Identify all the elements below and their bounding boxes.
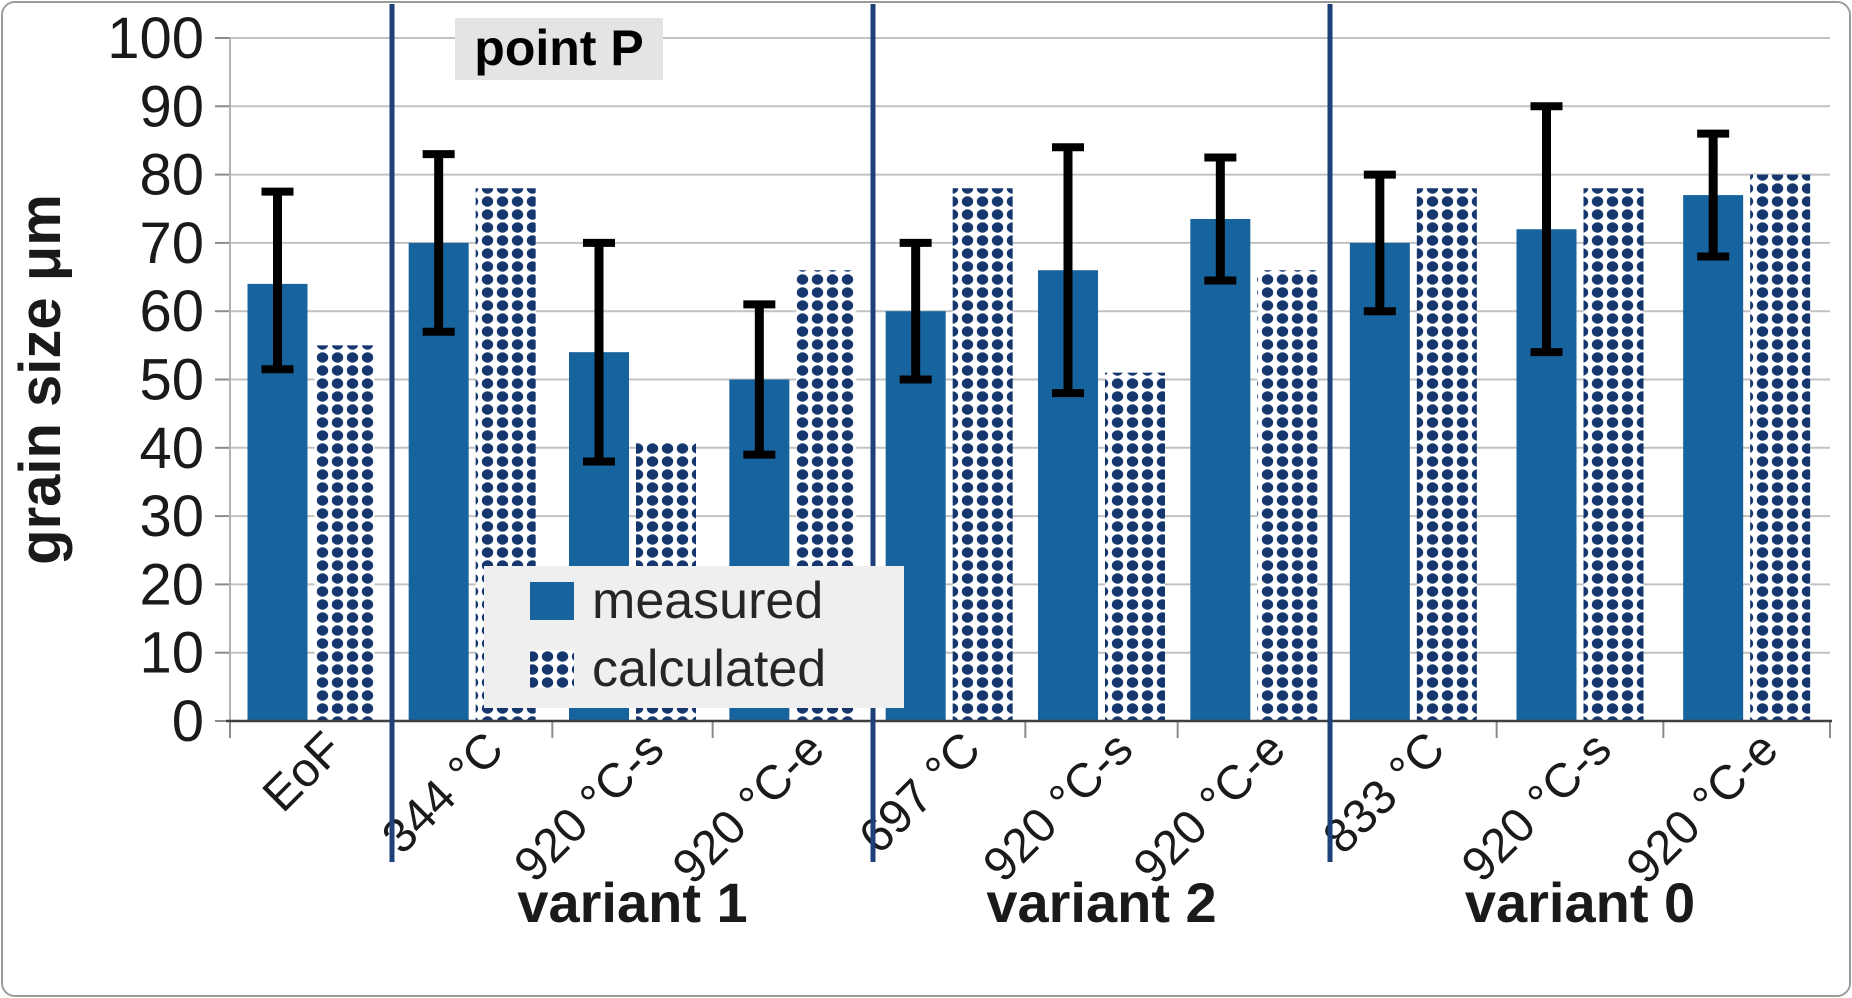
legend-label-calculated: calculated — [592, 640, 826, 698]
annotation-label: point P — [474, 20, 643, 76]
legend-label-measured: measured — [592, 572, 823, 630]
group-label-variant-2: variant 2 — [986, 871, 1216, 934]
bar-calculated-920-c-e — [1750, 174, 1811, 722]
y-tick-label: 70 — [139, 211, 204, 276]
group-label-variant-0: variant 0 — [1465, 871, 1695, 934]
bar-measured-920-c-e — [1190, 218, 1251, 721]
bar-calculated-920-c-s — [1583, 188, 1644, 721]
y-tick-label: 100 — [107, 6, 204, 71]
y-tick-label: 30 — [139, 484, 204, 549]
bar-calculated-920-c-s — [1105, 372, 1165, 721]
legend: measured calculated — [484, 566, 904, 708]
annotation-box — [455, 18, 663, 80]
y-axis-title: grain size μm — [8, 194, 73, 565]
bar-measured-920-c-e — [1683, 195, 1744, 722]
legend-swatch-calculated — [530, 650, 574, 688]
y-tick-label: 60 — [139, 279, 204, 344]
y-tick-label: 0 — [172, 689, 204, 754]
group-label-variant-1: variant 1 — [517, 871, 747, 934]
bar-calculated-920-c-e — [1257, 270, 1318, 721]
y-tick-label: 90 — [139, 74, 204, 139]
y-tick-label: 20 — [139, 552, 204, 617]
error-bars — [261, 102, 1730, 466]
y-tick-label: 40 — [139, 416, 204, 481]
y-tick-label: 80 — [139, 143, 204, 208]
bar-calculated-eof — [314, 345, 375, 721]
y-tick-label: 50 — [139, 348, 204, 413]
bar-calculated-833-c — [1416, 188, 1477, 721]
bar-calculated-697-c — [952, 188, 1013, 721]
bar-measured-833-c — [1349, 242, 1410, 721]
y-tick-label: 10 — [139, 621, 204, 686]
legend-swatch-measured — [530, 582, 574, 620]
